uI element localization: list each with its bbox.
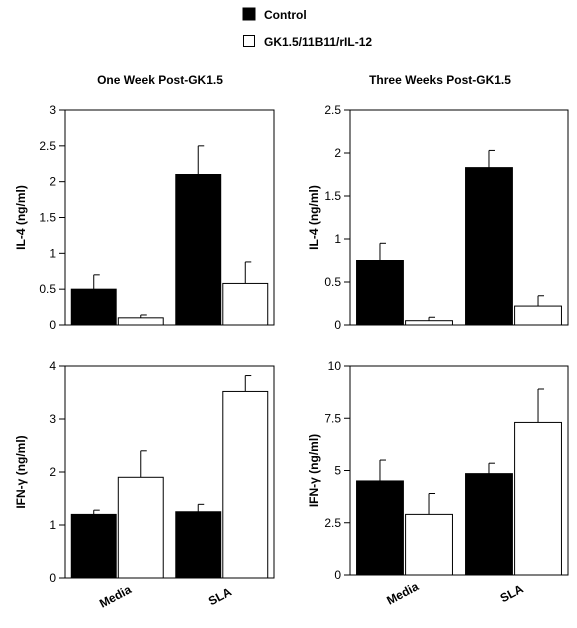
bar-treated-sla	[514, 421, 562, 576]
y-tick-label: 2.5	[39, 139, 56, 153]
x-category-label: SLA	[206, 584, 234, 608]
y-tick-label: 1.5	[324, 189, 341, 203]
bar-control-media	[356, 480, 404, 576]
y-tick-label: 2	[49, 465, 56, 479]
y-tick-label: 5	[334, 464, 341, 478]
y-tick-label: 1.5	[39, 211, 56, 225]
bar-treated-media	[117, 476, 164, 579]
bar-treated-media	[117, 317, 164, 326]
y-axis-label: IFN-γ (ng/ml)	[307, 434, 321, 507]
y-tick-label: 2.5	[324, 516, 341, 530]
legend: Control GK1.5/11B11/rIL-12	[242, 7, 372, 49]
y-tick-label: 7.5	[324, 411, 341, 425]
x-category-label: Media	[97, 582, 134, 610]
panel-il4-three-weeks: 0 0.5 1 1.5 2 2.5 IL-4 (ng/ml)	[307, 103, 569, 332]
panel-title-one-week: One Week Post-GK1.5	[97, 73, 223, 87]
y-tick-label: 3	[49, 412, 56, 426]
plot-frame	[349, 109, 569, 326]
y-tick-label: 2.5	[324, 103, 341, 117]
bar-control-sla	[175, 174, 222, 326]
panel-ifng-three-weeks: 0 2.5 5 7.5 10 IFN-γ (ng/ml) Media SLA	[307, 359, 569, 608]
bar-treated-sla	[514, 305, 562, 326]
bar-treated-sla	[222, 282, 269, 326]
bar-control-sla	[175, 511, 222, 579]
y-tick-label: 0	[49, 318, 56, 332]
panel-il4-one-week: 0 0.5 1 1.5 2 2.5 3 IL-4 (ng/ml)	[14, 103, 275, 332]
y-tick-label: 0.5	[39, 282, 56, 296]
y-tick-label: 1	[49, 246, 56, 260]
y-axis-label: IFN-γ (ng/ml)	[14, 435, 28, 508]
panel-ifng-one-week: 0 1 2 3 4 IFN-γ (ng/ml) Media SLA	[14, 359, 275, 611]
y-tick-label: 0	[49, 571, 56, 585]
panel-title-three-weeks: Three Weeks Post-GK1.5	[369, 73, 511, 87]
y-tick-label: 1	[334, 232, 341, 246]
legend-swatch-treated	[243, 35, 255, 47]
legend-label-control: Control	[264, 8, 307, 22]
y-tick-label: 1	[49, 518, 56, 532]
y-axis-label: IL-4 (ng/ml)	[307, 185, 321, 250]
y-axis-label: IL-4 (ng/ml)	[14, 185, 28, 250]
bar-control-media	[356, 260, 404, 326]
y-tick-label: 3	[49, 103, 56, 117]
x-category-label: SLA	[498, 581, 526, 605]
legend-label-treated: GK1.5/11B11/rIL-12	[264, 35, 372, 49]
bar-treated-media	[405, 513, 453, 576]
bar-control-sla	[465, 473, 513, 576]
bar-treated-media	[405, 320, 453, 326]
y-tick-label: 4	[49, 359, 56, 373]
y-tick-label: 0	[334, 568, 341, 582]
y-tick-label: 0	[334, 318, 341, 332]
bar-control-media	[70, 513, 117, 579]
y-tick-label: 0.5	[324, 275, 341, 289]
y-tick-label: 2	[49, 175, 56, 189]
y-tick-label: 2	[334, 146, 341, 160]
legend-swatch-control	[242, 7, 256, 21]
y-tick-label: 10	[328, 359, 342, 373]
bar-treated-sla	[222, 390, 269, 579]
bar-control-media	[70, 288, 117, 326]
x-category-label: Media	[384, 579, 421, 607]
bar-control-sla	[465, 167, 513, 326]
